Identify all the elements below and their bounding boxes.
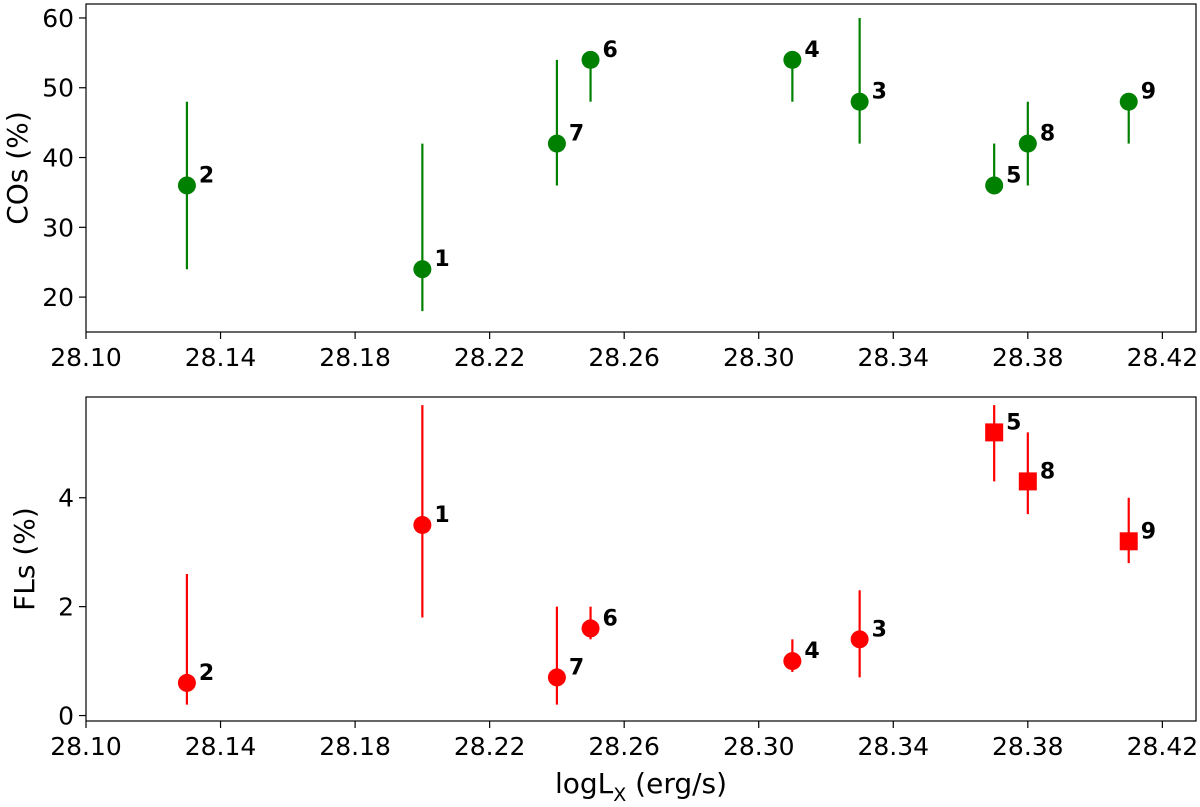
x-tick-label: 28.22 [454, 732, 526, 761]
x-tick-label: 28.34 [857, 343, 929, 372]
plot-frame [85, 396, 1197, 722]
data-point-4: 4 [783, 38, 820, 102]
circle-marker [413, 260, 432, 279]
x-tick-label: 28.18 [319, 732, 391, 761]
point-label: 5 [1006, 163, 1021, 188]
y-tick-label: 2 [58, 593, 74, 622]
x-tick-label: 28.30 [723, 732, 795, 761]
x-tick-label: 28.30 [723, 343, 795, 372]
circle-marker [985, 176, 1004, 195]
circle-marker [850, 92, 869, 111]
x-tick-label: 28.18 [319, 343, 391, 372]
circle-marker [783, 50, 802, 69]
y-tick-label: 50 [42, 74, 74, 103]
data-point-9: 9 [1119, 497, 1156, 564]
data-point-8: 8 [1018, 432, 1055, 515]
circle-marker [1119, 92, 1138, 111]
x-tick-label: 28.26 [588, 732, 660, 761]
point-label: 1 [434, 503, 449, 528]
point-label: 6 [603, 38, 618, 63]
x-axis-label-units: (erg/s) [626, 767, 727, 800]
point-label: 5 [1006, 410, 1021, 435]
y-tick-label: 0 [58, 702, 74, 731]
y-tick-label: 4 [58, 484, 74, 513]
x-tick-label: 28.14 [185, 732, 257, 761]
circle-marker [413, 515, 432, 534]
y-axis-label: FLs (%) [8, 507, 41, 611]
point-label: 8 [1040, 459, 1055, 484]
x-tick-label: 28.38 [992, 343, 1064, 372]
data-point-3: 3 [850, 590, 887, 678]
circle-marker [177, 673, 196, 692]
point-label: 3 [872, 617, 887, 642]
point-label: 7 [569, 655, 584, 680]
x-tick-label: 28.26 [588, 343, 660, 372]
point-label: 9 [1141, 519, 1156, 544]
data-point-4: 4 [783, 639, 820, 672]
y-tick-label: 60 [42, 4, 74, 33]
cos-panel: 28.10 28.14 28.18 28.22 28.26 28.30 28.34 28.38… [1, 3, 1199, 372]
fls-panel: 28.10 28.14 28.18 28.22 28.26 28.30 28.34 28.38… [8, 396, 1199, 806]
point-label: 4 [804, 38, 819, 63]
x-axis-label-main: logL [555, 767, 614, 800]
circle-marker [581, 50, 600, 69]
circle-marker [783, 652, 802, 671]
x-tick-label: 28.14 [185, 343, 257, 372]
data-point-1: 1 [413, 405, 450, 618]
y-tick-label: 40 [42, 144, 74, 173]
circle-marker [547, 134, 566, 153]
y-tick-label: 20 [42, 283, 74, 312]
data-point-2: 2 [177, 573, 214, 705]
circle-marker [850, 630, 869, 649]
y-tick-label: 30 [42, 213, 74, 242]
x-axis-label: logLX (erg/s) [555, 767, 727, 806]
point-label: 2 [199, 163, 214, 188]
data-point-7: 7 [547, 606, 584, 705]
x-tick-label: 28.38 [992, 732, 1064, 761]
data-point-1: 1 [413, 143, 450, 312]
data-point-3: 3 [850, 17, 887, 144]
x-tick-label: 28.10 [50, 732, 122, 761]
data-point-5: 5 [985, 405, 1021, 482]
x-tick-label: 28.42 [1127, 343, 1199, 372]
circle-marker [177, 176, 196, 195]
square-marker [1018, 472, 1037, 491]
x-axis-label-subscript: X [613, 784, 626, 806]
point-label: 4 [804, 639, 819, 664]
data-point-6: 6 [581, 606, 618, 640]
x-tick-label: 28.22 [454, 343, 526, 372]
plot-frame [85, 3, 1197, 333]
data-point-7: 7 [547, 59, 584, 186]
circle-marker [1018, 134, 1037, 153]
data-point-2: 2 [177, 101, 214, 270]
point-label: 1 [434, 247, 449, 272]
y-axis-label: COs (%) [1, 111, 34, 225]
square-marker [1119, 532, 1138, 551]
circle-marker [547, 668, 566, 687]
point-label: 6 [603, 606, 618, 631]
x-tick-label: 28.42 [1127, 732, 1199, 761]
data-point-6: 6 [581, 38, 618, 102]
data-point-9: 9 [1119, 80, 1156, 144]
point-label: 7 [569, 122, 584, 147]
data-point-5: 5 [985, 143, 1021, 195]
x-tick-label: 28.10 [50, 343, 122, 372]
data-point-8: 8 [1018, 101, 1055, 186]
square-marker [985, 423, 1004, 442]
point-label: 9 [1141, 80, 1156, 105]
circle-marker [581, 619, 600, 638]
point-label: 8 [1040, 122, 1055, 147]
point-label: 3 [872, 80, 887, 105]
point-label: 2 [199, 661, 214, 686]
x-tick-label: 28.34 [857, 732, 929, 761]
